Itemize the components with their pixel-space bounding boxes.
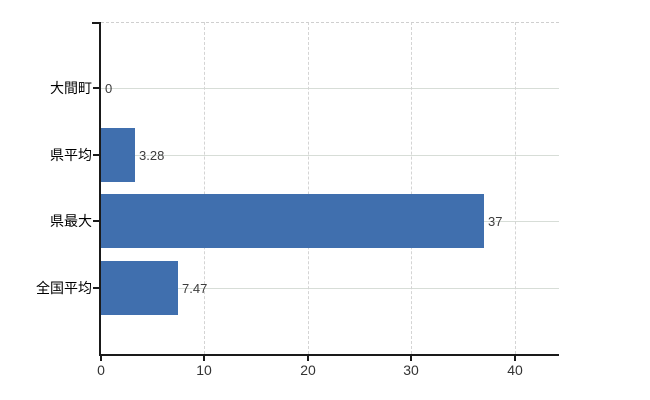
- value-label: 37: [488, 214, 503, 229]
- y-axis-tick: [93, 154, 100, 156]
- bar-県最大: [101, 194, 484, 248]
- y-axis-line: [99, 22, 101, 354]
- category-label: 全国平均: [36, 280, 92, 296]
- x-tick-label: 10: [196, 362, 212, 378]
- x-tick-label: 30: [403, 362, 419, 378]
- gridline-horizontal: [101, 88, 559, 89]
- x-axis-tick: [514, 356, 516, 361]
- gridline-horizontal: [101, 288, 559, 289]
- plot-top-border: [101, 22, 559, 23]
- bar-県平均: [101, 128, 135, 182]
- x-tick-label: 40: [507, 362, 523, 378]
- value-label: 7.47: [182, 281, 208, 296]
- value-label: 3.28: [139, 148, 165, 163]
- bar-全国平均: [101, 261, 178, 315]
- gridline-horizontal: [101, 155, 559, 156]
- y-axis-top-tick: [92, 22, 99, 24]
- x-axis-tick: [100, 356, 102, 361]
- value-label: 0: [105, 81, 113, 96]
- gridline-vertical: [411, 22, 412, 354]
- x-tick-label: 0: [97, 362, 105, 378]
- gridline-vertical: [308, 22, 309, 354]
- gridline-vertical: [515, 22, 516, 354]
- category-label: 大間町: [50, 80, 92, 96]
- y-axis-tick: [93, 287, 100, 289]
- category-label: 県最大: [50, 213, 92, 229]
- x-axis-tick: [307, 356, 309, 361]
- y-axis-tick: [93, 220, 100, 222]
- x-axis-line: [99, 354, 559, 356]
- y-axis-tick: [93, 87, 100, 89]
- x-axis-tick: [410, 356, 412, 361]
- x-axis-tick: [203, 356, 205, 361]
- gridline-vertical: [204, 22, 205, 354]
- category-label: 県平均: [50, 147, 92, 163]
- x-tick-label: 20: [300, 362, 316, 378]
